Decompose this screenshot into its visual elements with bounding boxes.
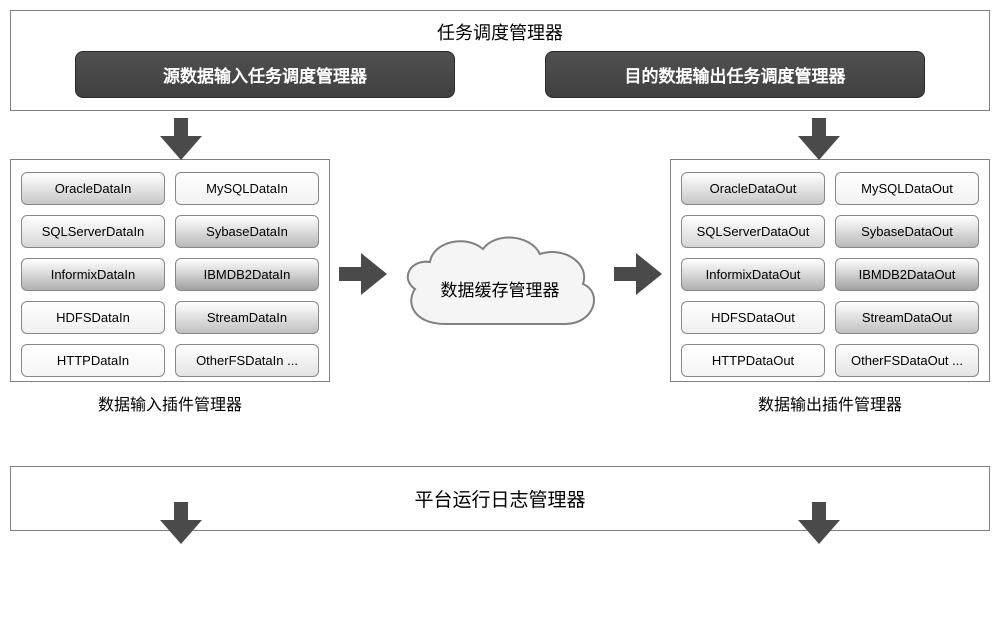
output-plugin-item[interactable]: HDFSDataOut <box>681 301 825 334</box>
output-plugin-item[interactable]: OtherFSDataOut ... <box>835 344 979 377</box>
log-manager-box: 平台运行日志管理器 <box>10 466 990 531</box>
input-plugin-item[interactable]: IBMDB2DataIn <box>175 258 319 291</box>
output-plugin-item[interactable]: MySQLDataOut <box>835 172 979 205</box>
output-plugin-item[interactable]: StreamDataOut <box>835 301 979 334</box>
input-plugin-item[interactable]: MySQLDataIn <box>175 172 319 205</box>
output-plugin-grid: OracleDataOut MySQLDataOut SQLServerDataOu… <box>681 172 979 377</box>
output-plugin-item[interactable]: HTTPDataOut <box>681 344 825 377</box>
arrow-down-icon <box>798 118 840 160</box>
cache-manager-label: 数据缓存管理器 <box>441 276 560 301</box>
input-plugin-item[interactable]: OtherFSDataIn ... <box>175 344 319 377</box>
arrow-right-icon <box>614 253 662 295</box>
output-plugin-item[interactable]: InformixDataOut <box>681 258 825 291</box>
input-plugin-item[interactable]: StreamDataIn <box>175 301 319 334</box>
task-scheduler-box: 任务调度管理器 源数据输入任务调度管理器 目的数据输出任务调度管理器 <box>10 10 990 111</box>
output-plugin-manager-box: OracleDataOut MySQLDataOut SQLServerDataOu… <box>670 159 990 382</box>
input-plugin-item[interactable]: SybaseDataIn <box>175 215 319 248</box>
input-plugin-item[interactable]: HTTPDataIn <box>21 344 165 377</box>
output-plugin-wrap: OracleDataOut MySQLDataOut SQLServerDataOu… <box>670 159 990 418</box>
output-plugin-item[interactable]: IBMDB2DataOut <box>835 258 979 291</box>
middle-row: OracleDataIn MySQLDataIn SQLServerDataIn Sy… <box>10 159 990 418</box>
scheduler-buttons-row: 源数据输入任务调度管理器 目的数据输出任务调度管理器 <box>23 51 977 98</box>
output-plugin-item[interactable]: SybaseDataOut <box>835 215 979 248</box>
output-plugin-item[interactable]: OracleDataOut <box>681 172 825 205</box>
input-plugin-item[interactable]: OracleDataIn <box>21 172 165 205</box>
arrow-right-icon <box>339 253 387 295</box>
source-input-scheduler-button[interactable]: 源数据输入任务调度管理器 <box>75 51 455 98</box>
output-plugin-caption: 数据输出插件管理器 <box>670 388 990 418</box>
arrow-down-icon <box>798 502 840 544</box>
input-plugin-caption: 数据输入插件管理器 <box>10 388 330 418</box>
arrow-down-icon <box>160 118 202 160</box>
dest-output-scheduler-button[interactable]: 目的数据输出任务调度管理器 <box>545 51 925 98</box>
input-plugin-grid: OracleDataIn MySQLDataIn SQLServerDataIn Sy… <box>21 172 319 377</box>
input-plugin-item[interactable]: SQLServerDataIn <box>21 215 165 248</box>
input-plugin-manager-box: OracleDataIn MySQLDataIn SQLServerDataIn Sy… <box>10 159 330 382</box>
arrow-down-icon <box>160 502 202 544</box>
cache-manager-cloud: 数据缓存管理器 <box>395 224 605 354</box>
input-plugin-wrap: OracleDataIn MySQLDataIn SQLServerDataIn Sy… <box>10 159 330 418</box>
task-scheduler-title: 任务调度管理器 <box>23 19 977 45</box>
output-plugin-item[interactable]: SQLServerDataOut <box>681 215 825 248</box>
input-plugin-item[interactable]: InformixDataIn <box>21 258 165 291</box>
input-plugin-item[interactable]: HDFSDataIn <box>21 301 165 334</box>
